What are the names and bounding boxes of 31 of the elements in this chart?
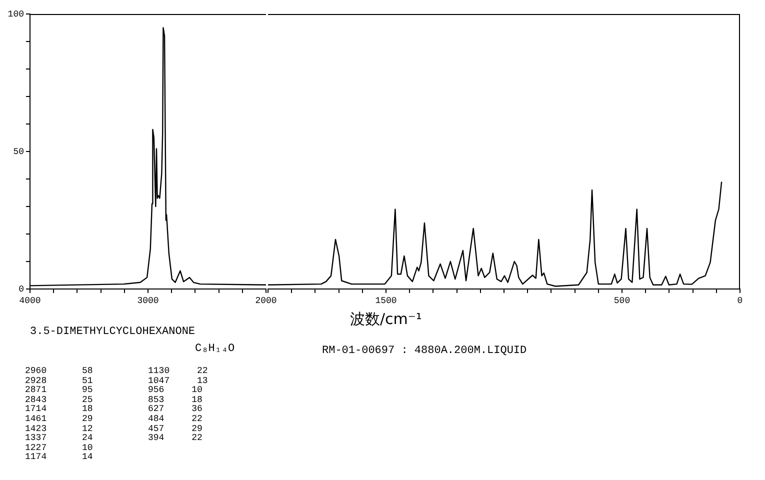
x-tick-label: 0: [737, 296, 743, 306]
y-tick-label: 50: [13, 146, 24, 157]
text: 853 18: [148, 394, 202, 405]
text: C₈H₁₄O: [195, 343, 235, 355]
x-axis-title: 波数/cm⁻¹: [350, 310, 422, 329]
y-tick-label: 100: [8, 9, 24, 20]
text: 457 29: [148, 424, 202, 434]
text: 1423 12: [25, 424, 93, 434]
x-tick-label: 2000: [255, 296, 277, 306]
text: 1047 13: [148, 376, 208, 386]
text: 1337 24: [25, 433, 93, 444]
text: RM-01-00697 : 4880A.200M.LIQUID: [322, 345, 527, 357]
x-tick-label: 4000: [19, 296, 41, 306]
text: 2843 25: [25, 394, 93, 405]
text: 3.5-DIMETHYLCYCLOHEXANONE: [30, 326, 196, 338]
x-tick-label: 1500: [375, 296, 397, 306]
text: 1714 18: [25, 404, 93, 414]
x-tick-label: 3000: [137, 296, 159, 306]
text: 956 10: [148, 385, 202, 396]
text: 484 22: [148, 414, 202, 424]
text: 1174 14: [25, 452, 93, 462]
text: 394 22: [148, 433, 202, 444]
text: 1130 22: [148, 366, 208, 376]
text: 627 36: [148, 404, 202, 414]
text: 1461 29: [25, 414, 93, 424]
text: 2928 51: [25, 376, 93, 386]
text: 2960 58: [25, 366, 93, 376]
x-tick-label: 500: [614, 296, 630, 306]
y-tick-label: 0: [18, 284, 24, 294]
text: 1227 10: [25, 442, 93, 453]
text: 2871 95: [25, 385, 93, 396]
